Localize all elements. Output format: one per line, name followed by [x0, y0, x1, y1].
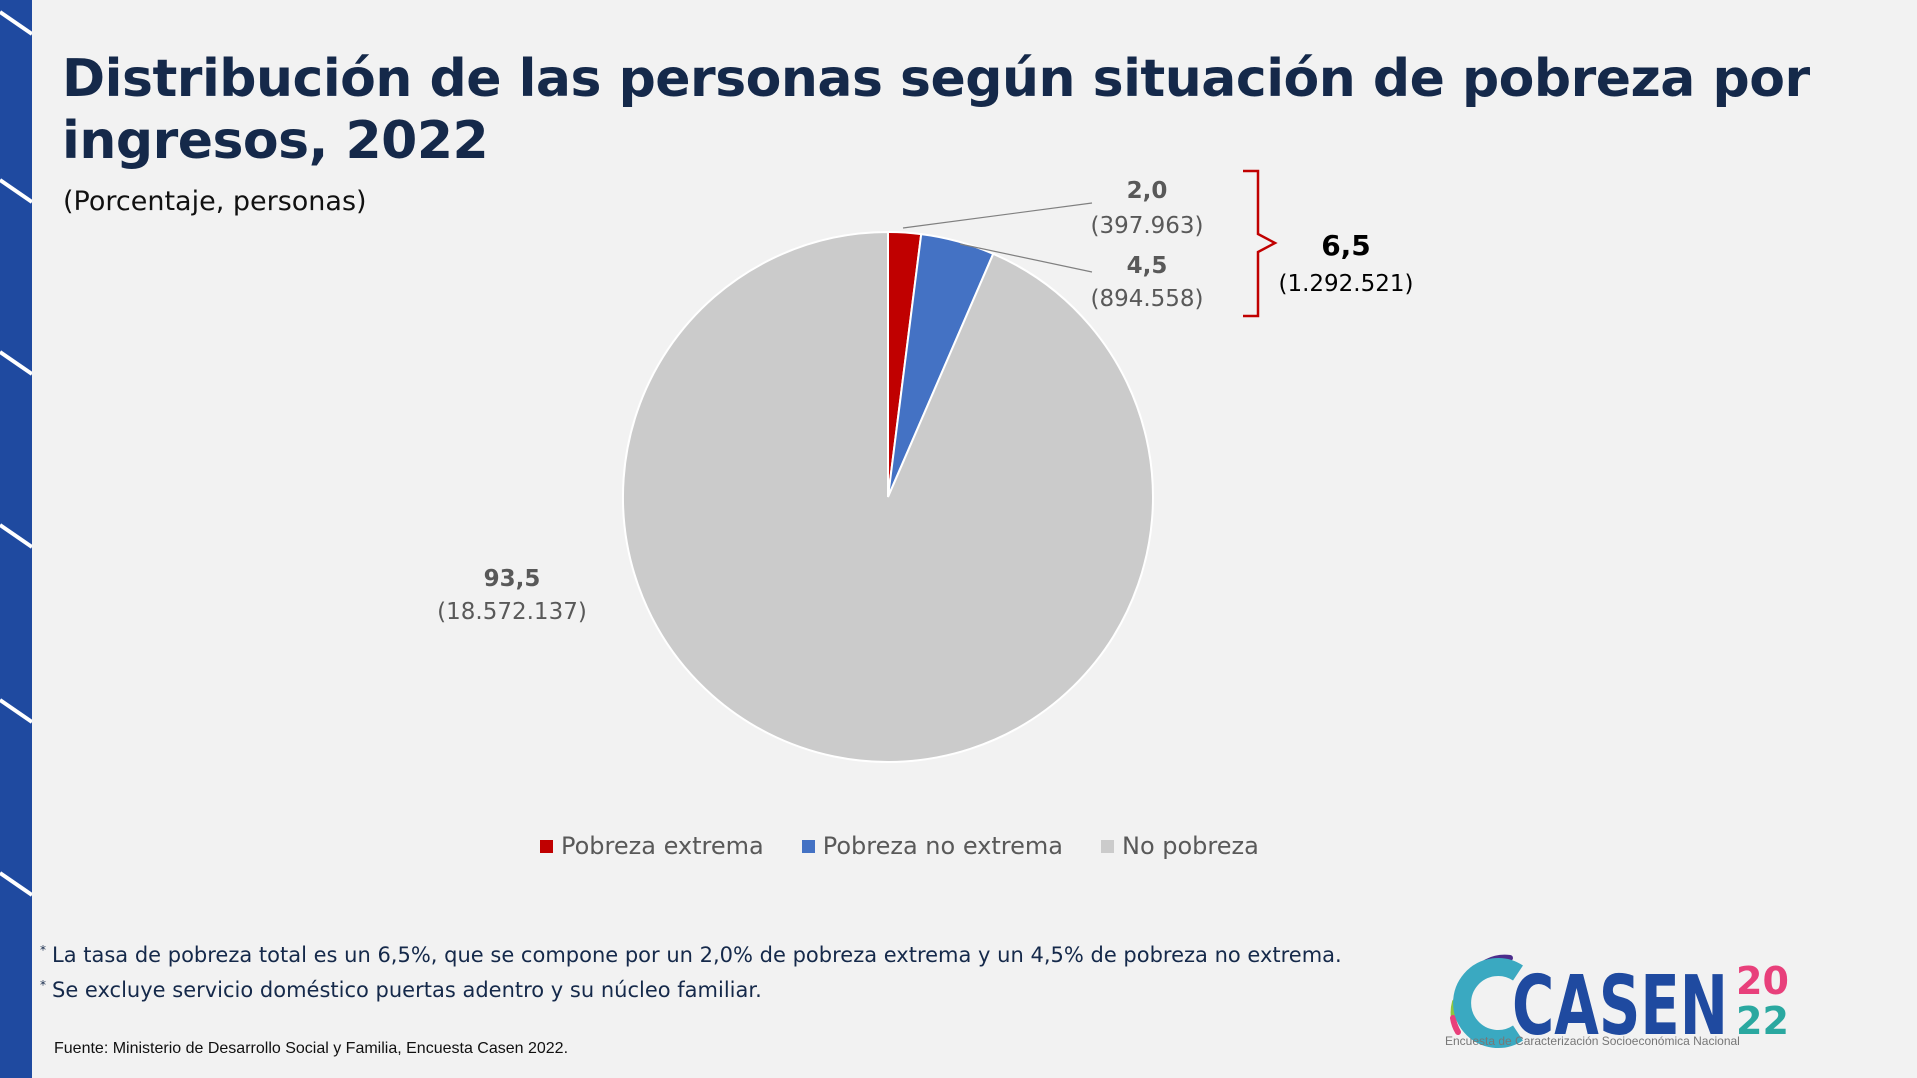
footnotes: * La tasa de pobreza total es un 6,5%, qu…	[40, 935, 1342, 1005]
legend-label-pobreza-extrema: Pobreza extrema	[561, 832, 764, 860]
footnote-text: Se excluye servicio doméstico puertas ad…	[52, 978, 762, 1002]
footnote-text: La tasa de pobreza total es un 6,5%, que…	[52, 943, 1342, 967]
logo-year-top: 20	[1736, 959, 1789, 1003]
footnote-marker: *	[40, 978, 46, 992]
data-label-count-no-extrema: (894.558)	[1090, 286, 1203, 312]
legend-swatch-pobreza-extrema	[540, 839, 553, 853]
left-decorative-stripe	[0, 0, 32, 1078]
total-poverty-value: 6,5	[1321, 229, 1371, 262]
logo-year-bottom: 22	[1736, 999, 1789, 1043]
legend-label-no-pobreza: No pobreza	[1121, 832, 1259, 860]
data-label-value-no-pobreza: 93,5	[484, 566, 541, 592]
data-label-value-no-extrema: 4,5	[1127, 253, 1168, 279]
legend-item-pobreza-extrema: Pobreza extrema	[540, 832, 764, 860]
leader-line-no-extrema	[959, 243, 1093, 273]
chart-legend: Pobreza extrema Pobreza no extrema No po…	[540, 832, 1259, 860]
pie-slice-no-pobreza	[622, 230, 1154, 763]
page-title: Distribución de las personas según situa…	[62, 49, 1810, 171]
data-label-value-extrema: 2,0	[1127, 178, 1168, 204]
footnote-1: * La tasa de pobreza total es un 6,5%, qu…	[40, 935, 1342, 970]
casen-logo: CASEN 20 22	[1450, 954, 1789, 1052]
total-poverty-count: (1.292.521)	[1278, 271, 1413, 297]
logo-word: CASEN	[1512, 959, 1728, 1052]
footnote-2: * Se excluye servicio doméstico puertas a…	[40, 970, 1342, 1005]
total-poverty-bracket	[1243, 169, 1278, 318]
legend-item-no-pobreza: No pobreza	[1100, 832, 1259, 860]
leader-line-extrema	[902, 202, 1093, 229]
legend-swatch-no-pobreza	[1100, 839, 1114, 853]
footnote-marker: *	[40, 943, 46, 957]
data-label-count-no-pobreza: (18.572.137)	[437, 599, 587, 625]
logo-c-shape	[1453, 958, 1523, 1048]
legend-item-pobreza-no-extrema: Pobreza no extrema	[801, 832, 1063, 860]
logo-tagline: Encuesta de Caracterización Socioeconómi…	[1445, 1034, 1740, 1048]
legend-label-pobreza-no-extrema: Pobreza no extrema	[822, 832, 1063, 860]
data-label-count-extrema: (397.963)	[1090, 213, 1203, 239]
page-subtitle: (Porcentaje, personas)	[63, 186, 367, 217]
legend-swatch-pobreza-no-extrema	[801, 839, 815, 853]
source-note: Fuente: Ministerio de Desarrollo Social …	[54, 1040, 569, 1057]
